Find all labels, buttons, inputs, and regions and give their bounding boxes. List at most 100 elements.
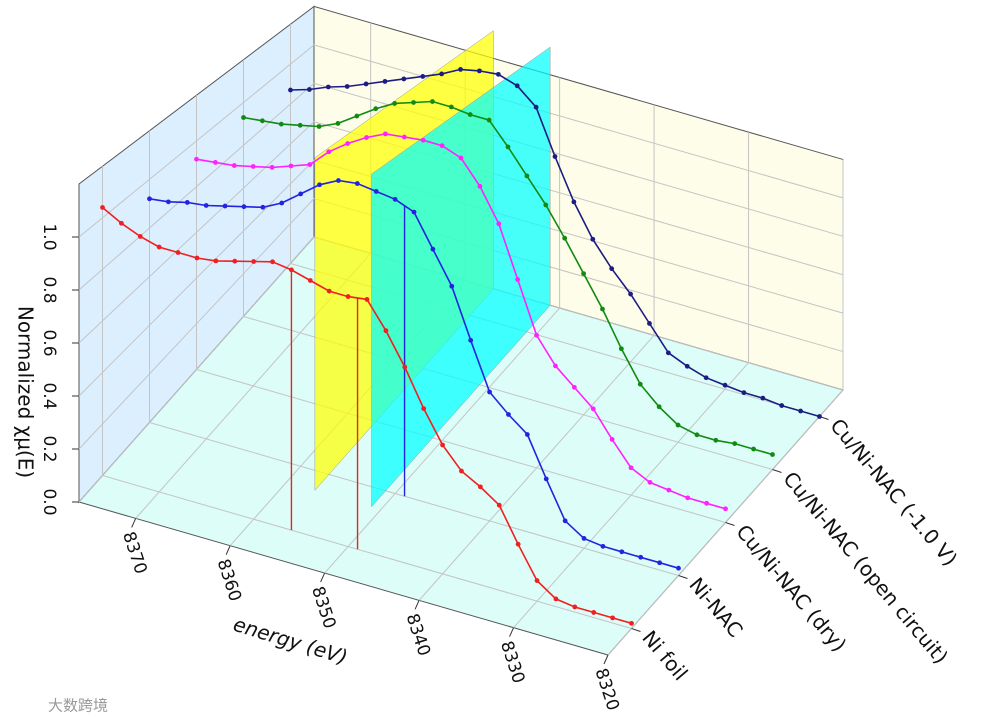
data-point — [213, 258, 219, 264]
data-point — [609, 266, 615, 272]
data-point — [468, 337, 474, 343]
data-point — [449, 283, 455, 289]
data-point — [439, 71, 445, 77]
data-point — [222, 203, 228, 209]
data-point — [354, 181, 360, 186]
data-point — [543, 476, 549, 482]
data-point — [703, 375, 709, 381]
data-point — [232, 258, 238, 264]
data-point — [571, 384, 577, 390]
data-point — [137, 234, 143, 239]
data-point — [250, 164, 256, 169]
grid-line — [78, 121, 844, 344]
x-tick-label: 8370 — [118, 529, 150, 576]
data-point — [307, 278, 313, 283]
data-point — [534, 578, 540, 583]
data-point — [685, 495, 691, 501]
data-point — [524, 173, 530, 179]
data-point — [458, 155, 464, 161]
data-point — [118, 220, 124, 226]
data-point — [666, 487, 672, 493]
data-point — [657, 560, 663, 566]
data-point — [345, 141, 351, 146]
x-tick — [225, 545, 231, 555]
data-point — [241, 204, 247, 210]
x-tick — [509, 627, 514, 637]
data-point — [676, 565, 681, 571]
data-point — [609, 437, 615, 442]
data-point — [591, 610, 597, 615]
data-point — [269, 164, 275, 170]
category-label: Ni foil — [637, 626, 692, 685]
data-point — [459, 468, 464, 474]
y-tick-label: 0.2 — [39, 435, 59, 462]
data-point — [562, 518, 568, 524]
x-tick — [603, 654, 609, 665]
data-point — [496, 221, 502, 227]
data-point — [496, 502, 502, 508]
data-point — [165, 199, 171, 205]
data-point — [430, 99, 435, 104]
grid-line — [78, 44, 844, 238]
data-point — [562, 235, 568, 241]
data-point — [251, 259, 257, 264]
data-point — [420, 74, 426, 79]
data-point — [364, 135, 369, 140]
data-point — [297, 122, 303, 128]
depth-grid-line — [102, 166, 632, 629]
data-point — [336, 178, 341, 183]
category-label: Ni-NAC — [684, 573, 747, 642]
data-point — [147, 196, 152, 202]
data-point — [732, 441, 738, 446]
z-tick — [678, 575, 688, 579]
grid-line — [78, 198, 844, 450]
data-point — [241, 115, 246, 120]
data-point — [477, 183, 483, 189]
data-point — [798, 408, 804, 414]
data-point — [279, 200, 285, 206]
data-point — [590, 406, 596, 412]
data-point — [317, 182, 322, 188]
data-point — [288, 87, 293, 93]
data-point — [723, 506, 728, 512]
data-point — [373, 106, 379, 112]
data-point — [448, 104, 454, 110]
data-point — [278, 121, 284, 127]
grid-line — [78, 82, 844, 291]
x-tick — [131, 518, 137, 528]
data-point — [618, 346, 624, 352]
data-point — [760, 395, 766, 401]
y-tick-label: 0.4 — [39, 382, 59, 409]
data-point — [817, 414, 822, 419]
data-point — [326, 149, 332, 155]
data-point — [552, 154, 558, 159]
data-point — [704, 500, 710, 506]
data-point — [779, 403, 785, 408]
data-point — [638, 554, 644, 560]
data-point — [486, 117, 492, 123]
x-tick-label: 8320 — [590, 666, 622, 713]
data-point — [231, 163, 237, 168]
data-point — [647, 479, 653, 485]
data-point — [344, 84, 350, 89]
data-point — [722, 382, 728, 388]
grid-line — [513, 132, 750, 629]
y-axis-title: Normalized χμ(E) — [14, 306, 38, 478]
data-point — [553, 363, 558, 369]
y-tick-label: 0.0 — [39, 488, 59, 515]
data-point — [363, 81, 369, 87]
category-label: Cu/Ni-NAC (open circuit) — [778, 467, 953, 669]
grid-line — [78, 236, 844, 503]
data-point — [402, 364, 408, 370]
data-point — [458, 66, 463, 72]
data-point — [600, 543, 606, 549]
data-point — [392, 196, 398, 202]
data-point — [259, 118, 265, 124]
x-tick-label: 8350 — [307, 584, 339, 631]
data-point — [373, 189, 379, 194]
x-tick — [414, 600, 420, 610]
x-tick — [320, 572, 326, 583]
depth-grid-line — [243, 59, 773, 470]
data-point — [505, 144, 511, 150]
